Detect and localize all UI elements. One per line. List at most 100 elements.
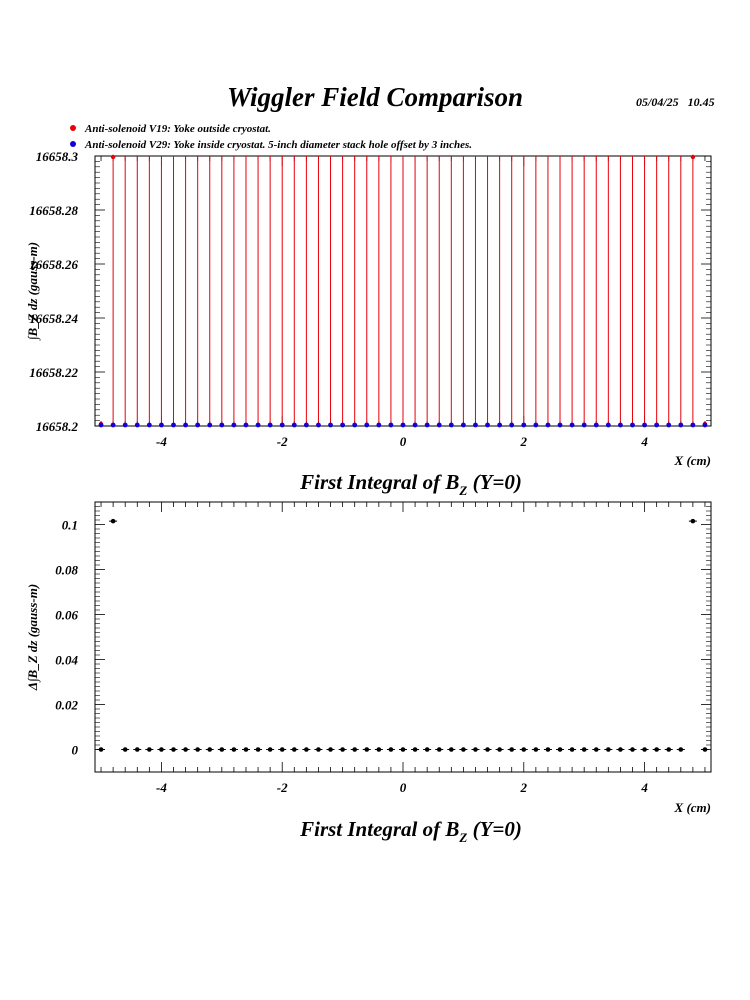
title-wrap: Wiggler Field Comparison xyxy=(0,82,750,113)
delta-point xyxy=(122,747,128,752)
bottom-xtick-label: 2 xyxy=(520,780,528,795)
series-v29-point xyxy=(436,422,442,428)
delta-point xyxy=(291,747,297,752)
delta-point xyxy=(147,747,152,752)
delta-point xyxy=(666,747,672,752)
series-v29-point xyxy=(279,422,285,428)
bottom-xtick-label: -2 xyxy=(277,780,288,795)
delta-point xyxy=(340,747,345,752)
series-v29-point xyxy=(497,422,503,428)
bottom-xtick-label: 4 xyxy=(640,780,648,795)
top-ytick-label: 16658.28 xyxy=(29,203,78,218)
delta-point xyxy=(376,747,382,752)
top-ytick-label: 16658.3 xyxy=(36,149,79,164)
series-v29-point xyxy=(195,422,201,428)
bottom-xlabel: X (cm) xyxy=(674,800,711,815)
series-v29-point xyxy=(448,422,454,428)
top-xtick-label: -4 xyxy=(156,434,167,449)
series-v29-point xyxy=(303,422,309,428)
series-v29-point xyxy=(291,422,297,428)
bottom-xtick-label: 0 xyxy=(400,780,407,795)
delta-point xyxy=(606,747,611,752)
series-v29-point xyxy=(134,422,140,428)
bottom-xtick-label: -4 xyxy=(156,780,167,795)
series-v29-point xyxy=(231,422,237,428)
legend-item-v29: Anti-solenoid V29: Yoke inside cryostat.… xyxy=(70,139,472,151)
legend-marker-v19 xyxy=(70,125,76,131)
series-v29-point xyxy=(328,422,333,428)
delta-point xyxy=(702,747,708,752)
top-ytick-label: 16658.2 xyxy=(36,419,79,434)
series-v29-point xyxy=(485,422,490,428)
series-v29-point xyxy=(642,422,647,428)
delta-point xyxy=(593,747,599,752)
delta-point xyxy=(485,747,490,752)
series-v29-point xyxy=(557,422,563,428)
delta-point xyxy=(171,747,176,752)
delta-point xyxy=(521,747,527,752)
delta-point xyxy=(473,747,478,752)
series-v29-point xyxy=(364,422,370,428)
delta-point xyxy=(159,747,164,752)
series-v29-point xyxy=(666,422,672,428)
delta-point xyxy=(400,747,406,752)
delta-point xyxy=(509,747,515,752)
delta-point xyxy=(183,747,188,752)
delta-point xyxy=(364,747,370,752)
series-v29-point xyxy=(509,422,515,428)
delta-point xyxy=(569,747,575,752)
delta-point xyxy=(352,747,357,752)
series-v29-point xyxy=(605,422,611,428)
series-v29-point xyxy=(618,422,623,428)
series-v29-point xyxy=(159,422,164,428)
delta-point xyxy=(642,747,647,752)
delta-point xyxy=(678,747,684,752)
series-v29-point xyxy=(352,422,358,428)
delta-point xyxy=(316,747,321,752)
delta-point xyxy=(545,747,551,752)
top-xlabel: X (cm) xyxy=(674,453,711,468)
delta-point xyxy=(557,747,563,752)
bottom-ytick-label: 0.1 xyxy=(62,518,78,533)
series-v29-point xyxy=(171,422,176,428)
bottom-ytick-label: 0.02 xyxy=(55,698,78,713)
delta-point xyxy=(304,747,309,752)
delta-point xyxy=(134,747,140,752)
series-v29-point xyxy=(98,422,104,428)
delta-point xyxy=(581,747,587,752)
series-v29-point xyxy=(593,422,599,428)
series-v29-point xyxy=(207,422,213,428)
top-xtick-label: 2 xyxy=(520,434,528,449)
series-v19-marker xyxy=(110,154,116,160)
series-v29-point xyxy=(388,422,394,428)
legend-item-v19: Anti-solenoid V19: Yoke outside cryostat… xyxy=(70,123,271,135)
delta-point xyxy=(231,747,237,752)
delta-point xyxy=(207,747,213,752)
delta-point xyxy=(618,747,623,752)
series-v29-point xyxy=(473,422,478,428)
timestamp: 05/04/25 10.45 xyxy=(636,95,715,109)
top-xtick-label: 0 xyxy=(400,434,407,449)
bottom-ytick-label: 0.06 xyxy=(55,608,78,623)
delta-point xyxy=(328,747,333,752)
series-v29-point xyxy=(255,422,261,428)
bottom-ytick-label: 0 xyxy=(72,743,79,758)
delta-point xyxy=(98,747,104,752)
series-v29-point xyxy=(581,422,587,428)
legend-marker-v29 xyxy=(70,141,76,147)
series-v29-point xyxy=(219,422,225,428)
series-v29-point xyxy=(267,422,273,428)
series-v29-point xyxy=(340,422,346,428)
delta-point xyxy=(630,747,635,752)
delta-point xyxy=(195,747,200,752)
series-v29-point xyxy=(545,422,551,428)
delta-point xyxy=(424,747,430,752)
delta-point xyxy=(110,518,116,524)
delta-point xyxy=(533,747,539,752)
delta-point xyxy=(461,747,466,752)
series-v29-point xyxy=(690,422,696,428)
delta-point xyxy=(436,747,442,752)
series-v29-point xyxy=(400,422,406,428)
delta-point xyxy=(690,518,696,524)
series-v29-point xyxy=(654,422,660,428)
